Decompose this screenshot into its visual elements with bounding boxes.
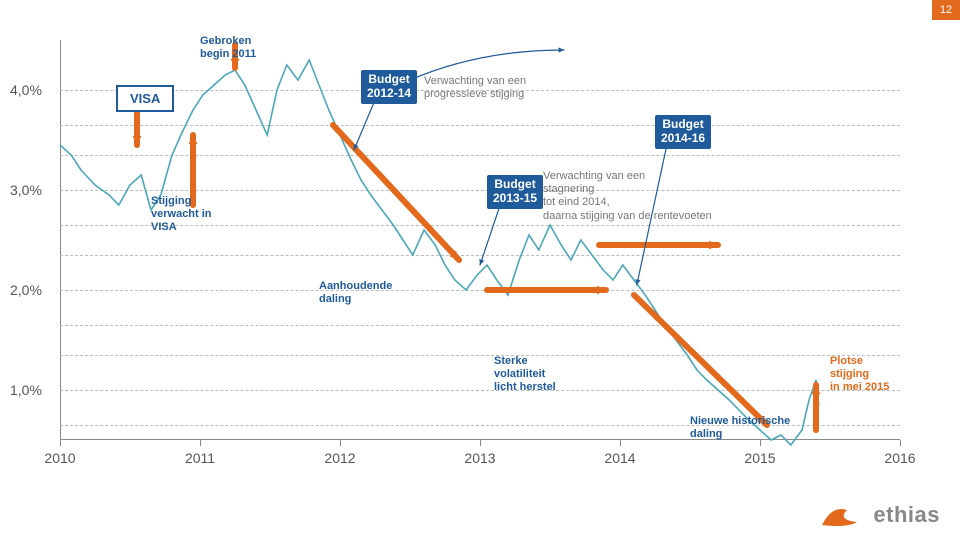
annotation-verwachting-stag: Verwachting van eenstagneringtot eind 20…: [543, 170, 743, 223]
visa-arrow-head: [133, 136, 142, 145]
x-tick: [340, 440, 341, 446]
budget12-proj-head: [559, 47, 564, 52]
annotation-plotse: Plotsestijgingin mei 2015: [830, 355, 910, 395]
x-tick-label: 2016: [884, 450, 915, 466]
x-tick: [60, 440, 61, 446]
y-tick-label: 4,0%: [10, 82, 42, 98]
x-tick: [900, 440, 901, 446]
annotation-sterke: Sterkevolatiliteitlicht herstel: [494, 355, 594, 395]
x-tick: [620, 440, 621, 446]
x-tick-label: 2012: [324, 450, 355, 466]
logo-text: ethias: [873, 502, 940, 528]
x-tick: [480, 440, 481, 446]
x-tick-label: 2013: [464, 450, 495, 466]
logo: ethias: [817, 500, 940, 530]
stijging-arrow-head: [189, 135, 198, 144]
annotation-aanhoudende: Aanhoudendedaling: [319, 280, 419, 306]
x-axis-labels: 2010201120122013201420152016: [60, 450, 900, 470]
budget-2013-15: Budget2013-15: [487, 175, 543, 209]
budget-2014-16: Budget2014-16: [655, 115, 711, 149]
annotation-nieuwe: Nieuwe historischedaling: [690, 415, 820, 441]
nieuwe-arrow: [634, 295, 767, 425]
x-tick: [200, 440, 201, 446]
visa-box: VISA: [116, 85, 174, 112]
stagnering-arrow-head: [709, 241, 718, 250]
logo-icon: [817, 500, 867, 530]
budget-2012-14: Budget2012-14: [361, 70, 417, 104]
annotation-verwachting-prog: Verwachting van eenprogressieve stijging: [424, 75, 564, 101]
y-tick-label: 3,0%: [10, 182, 42, 198]
x-tick-label: 2011: [185, 450, 215, 466]
page-number: 12: [932, 0, 960, 20]
x-tick-label: 2010: [44, 450, 75, 466]
y-tick-label: 2,0%: [10, 282, 42, 298]
annotation-stijging: Stijgingverwacht inVISA: [151, 195, 241, 235]
y-tick-label: 1,0%: [10, 382, 42, 398]
x-tick-label: 2015: [744, 450, 775, 466]
budget13-conn-head: [479, 259, 484, 265]
annotation-gebroken: Gebrokenbegin 2011: [200, 35, 290, 61]
line-chart: 1,0%2,0%3,0%4,0% Gebrokenbegin 2011Stijg…: [60, 40, 900, 440]
sterke-arrow-head: [597, 286, 606, 295]
x-tick-label: 2014: [604, 450, 635, 466]
aanhoudend-arrow: [333, 125, 459, 260]
